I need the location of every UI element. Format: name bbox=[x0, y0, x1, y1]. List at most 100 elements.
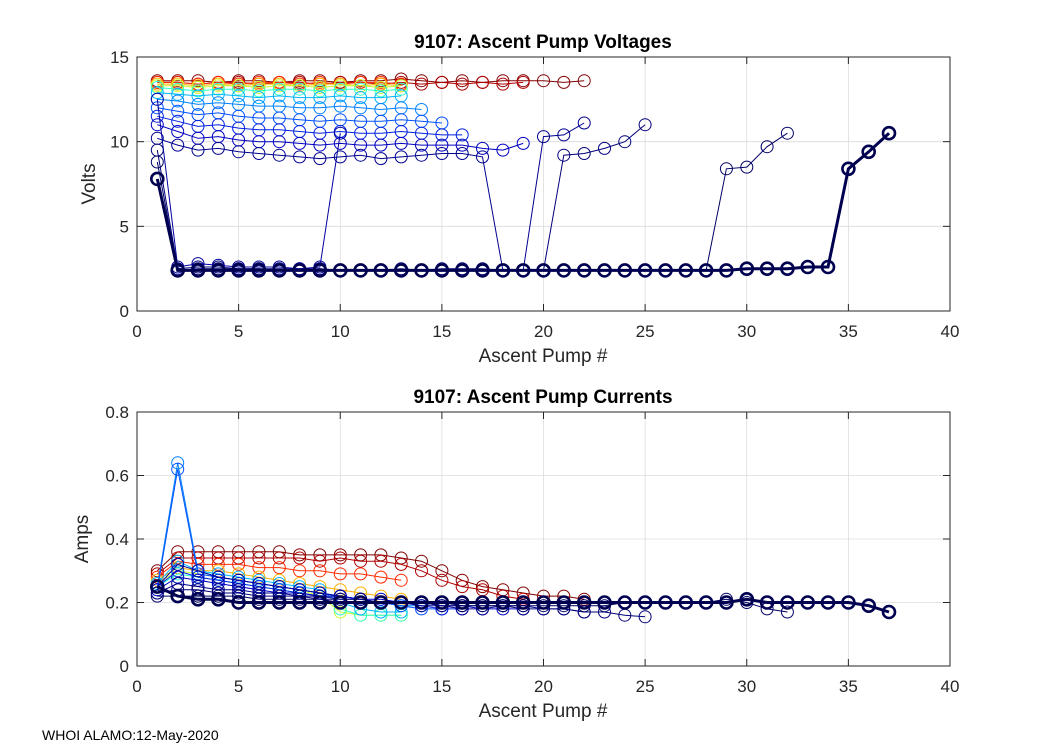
voltages-data-point bbox=[232, 145, 246, 159]
voltages-data-point bbox=[435, 147, 449, 160]
voltages-x-tick-label: 15 bbox=[432, 322, 451, 341]
currents-data-point bbox=[232, 557, 246, 571]
voltages-x-tick-label: 5 bbox=[234, 322, 243, 341]
voltages-data-point bbox=[252, 84, 266, 98]
voltages-data-point bbox=[455, 147, 469, 160]
currents-series-line bbox=[156, 551, 585, 600]
voltages-x-tick-label: 0 bbox=[132, 322, 141, 341]
currents-data-point bbox=[232, 573, 246, 587]
voltages-data-point bbox=[638, 118, 652, 132]
voltages-data-point bbox=[191, 97, 205, 111]
currents-data-point bbox=[292, 595, 307, 610]
voltages-data-point bbox=[271, 263, 287, 278]
currents-data-point bbox=[272, 580, 286, 594]
currents-data-point bbox=[658, 595, 673, 610]
voltages-data-point bbox=[576, 263, 592, 278]
voltages-data-point bbox=[374, 81, 388, 94]
voltages-data-point bbox=[293, 136, 307, 150]
voltages-data-point bbox=[557, 128, 571, 142]
voltages-series-15 bbox=[150, 125, 897, 278]
voltages-data-point bbox=[435, 128, 449, 142]
voltages-series-line bbox=[157, 78, 585, 83]
voltages-data-point bbox=[171, 79, 185, 93]
voltages-data-point bbox=[637, 263, 653, 278]
voltages-data-point bbox=[516, 75, 530, 89]
currents-data-point bbox=[415, 564, 428, 578]
voltages-data-point bbox=[374, 77, 388, 91]
voltages-x-tick-label: 40 bbox=[941, 322, 960, 341]
voltages-data-point bbox=[150, 86, 164, 100]
voltages-data-point bbox=[272, 89, 286, 103]
currents-y-tick-label: 0.8 bbox=[105, 403, 129, 422]
voltages-data-point bbox=[313, 138, 327, 152]
voltages-series-5 bbox=[150, 81, 408, 98]
voltages-data-point bbox=[354, 101, 368, 115]
voltages-data-point bbox=[252, 77, 266, 91]
currents-data-point bbox=[739, 591, 755, 607]
voltages-data-point bbox=[780, 261, 795, 277]
voltages-data-point bbox=[536, 263, 551, 278]
voltages-data-point bbox=[556, 263, 572, 278]
voltages-data-point bbox=[211, 82, 225, 96]
currents-data-point bbox=[271, 595, 287, 610]
voltages-data-point bbox=[476, 150, 489, 164]
voltages-data-point bbox=[861, 144, 877, 160]
voltages-data-point bbox=[476, 141, 489, 155]
voltages-data-point bbox=[171, 138, 185, 152]
currents-data-point bbox=[759, 595, 775, 610]
currents-data-point bbox=[293, 551, 307, 565]
currents-data-point bbox=[374, 554, 388, 568]
voltages-data-point bbox=[739, 261, 755, 277]
voltages-data-point bbox=[454, 263, 470, 278]
voltages-data-point bbox=[272, 82, 286, 96]
voltages-data-point bbox=[597, 263, 612, 278]
currents-data-point bbox=[435, 573, 449, 587]
voltages-data-point bbox=[658, 263, 673, 278]
currents-data-point bbox=[495, 595, 511, 610]
currents-data-point bbox=[374, 570, 388, 584]
currents-data-point bbox=[211, 591, 226, 607]
currents-data-point bbox=[861, 598, 877, 614]
currents-data-point bbox=[272, 551, 286, 565]
voltages-data-point bbox=[496, 74, 510, 88]
voltages-series-line bbox=[157, 124, 524, 151]
currents-y-tick-label: 0.6 bbox=[105, 467, 129, 486]
currents-data-point bbox=[454, 595, 470, 610]
voltages-data-point bbox=[313, 77, 327, 91]
voltages-data-point bbox=[171, 87, 185, 101]
currents-data-point bbox=[637, 595, 653, 610]
currents-data-point bbox=[191, 564, 205, 578]
voltages-data-point bbox=[800, 259, 816, 275]
voltages-series-line bbox=[157, 87, 402, 92]
currents-data-point bbox=[333, 567, 347, 581]
voltages-data-point bbox=[171, 125, 185, 138]
currents-data-point bbox=[515, 595, 531, 610]
voltages-data-point bbox=[455, 77, 469, 91]
voltages-data-point bbox=[415, 138, 428, 152]
currents-data-point bbox=[171, 557, 185, 571]
currents-series-line bbox=[156, 563, 341, 597]
currents-data-point bbox=[455, 580, 469, 594]
currents-data-point bbox=[313, 586, 327, 600]
currents-title: 9107: Ascent Pump Currents bbox=[413, 387, 672, 408]
voltages-data-point bbox=[496, 143, 510, 157]
voltages-data-point bbox=[495, 263, 511, 278]
voltages-data-point bbox=[393, 263, 409, 278]
voltages-y-tick-label: 10 bbox=[110, 133, 129, 152]
voltages-data-point bbox=[476, 75, 489, 89]
voltages-data-point bbox=[251, 263, 267, 278]
voltages-y-axis-label: Volts bbox=[79, 163, 100, 204]
voltages-data-point bbox=[455, 138, 469, 152]
currents-x-tick-label: 30 bbox=[737, 677, 756, 696]
voltages-chart: 0 5 10 15 20 25 30 35 40 0 5 10 15 9107: Ascent Pump… bbox=[79, 32, 959, 367]
voltages-data-point bbox=[496, 77, 510, 91]
voltages-data-point bbox=[211, 87, 225, 101]
currents-data-point bbox=[190, 591, 206, 607]
voltages-data-point bbox=[841, 161, 856, 177]
voltages-data-point bbox=[698, 263, 714, 278]
currents-data-point bbox=[211, 573, 225, 587]
voltages-data-point bbox=[415, 74, 428, 88]
voltages-data-point bbox=[272, 79, 286, 93]
currents-data-point bbox=[800, 595, 816, 610]
currents-data-point bbox=[231, 595, 246, 610]
